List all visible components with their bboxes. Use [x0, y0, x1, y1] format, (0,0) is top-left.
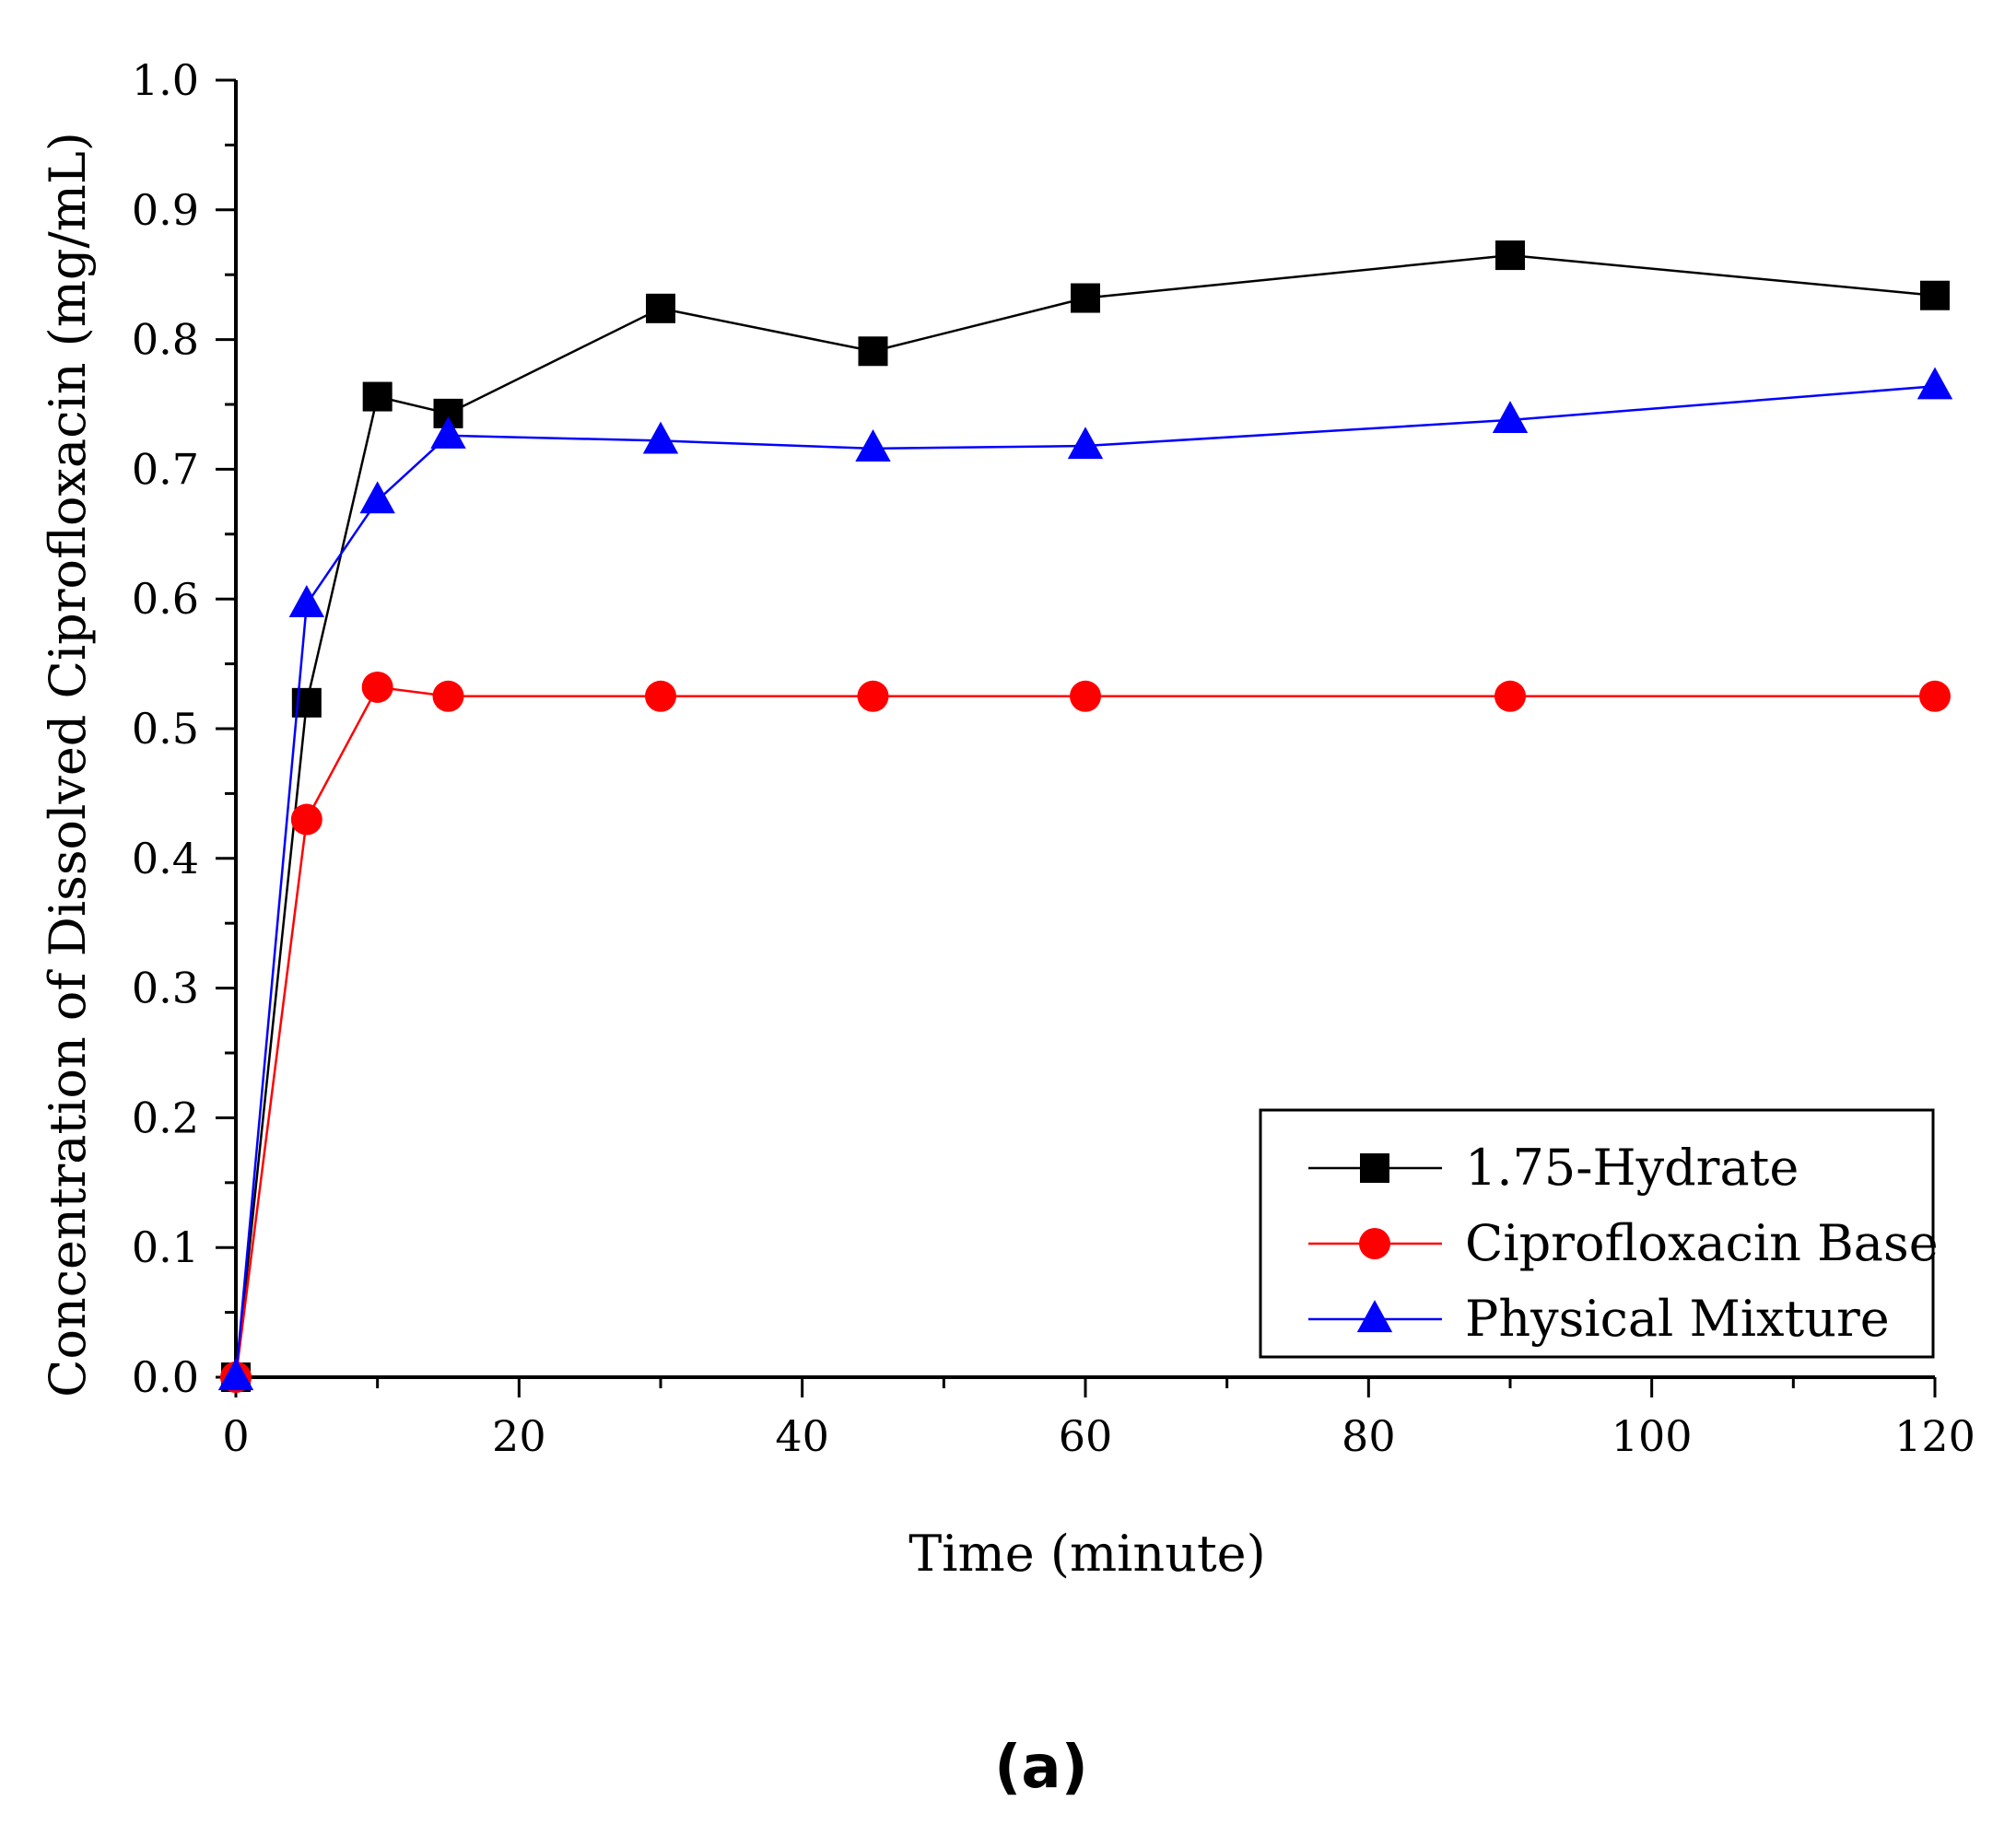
axes: 0.0 0.1 0.2 0.3 0.4 0.5 0.6 0.7 0.8 0.9 1.0 0 20 40 60… [132, 55, 1975, 1461]
data-point [1494, 680, 1526, 712]
data-point [1916, 367, 1953, 400]
data-point [1919, 680, 1951, 712]
x-tick-label: 100 [1612, 1411, 1693, 1461]
x-axis-title: Time (minute) [908, 1525, 1265, 1583]
y-tick-label: 0.4 [132, 834, 199, 883]
x-tick-label: 60 [1059, 1411, 1113, 1461]
data-point [1070, 680, 1101, 712]
data-point [432, 680, 464, 712]
legend-marker [1360, 1153, 1389, 1183]
data-point [645, 680, 676, 712]
x-tick-label: 20 [492, 1411, 546, 1461]
legend-marker [1359, 1228, 1390, 1259]
data-point [359, 481, 395, 514]
y-tick-label: 0.3 [132, 964, 199, 1013]
legend: 1.75-Hydrate Ciprofloxacin Base Physical M… [1259, 1108, 1939, 1359]
y-tick-label: 0.0 [132, 1352, 199, 1402]
y-tick-label: 0.6 [132, 574, 199, 624]
y-tick-label: 0.5 [132, 704, 199, 754]
y-tick-label: 0.7 [132, 444, 199, 494]
legend-marker [1356, 1300, 1393, 1333]
data-point [290, 803, 322, 836]
data-point [430, 415, 466, 449]
y-tick-label: 0.8 [132, 315, 199, 365]
panel-label: (a) [994, 1734, 1088, 1802]
y-tick-label: 0.1 [132, 1222, 199, 1272]
x-tick-label: 40 [775, 1411, 829, 1461]
x-tick-label: 120 [1894, 1411, 1975, 1461]
data-point [1492, 401, 1529, 434]
data-point [642, 421, 679, 454]
legend-entry: 1.75-Hydrate [1308, 1139, 1799, 1197]
data-point [361, 671, 393, 703]
y-tick-label: 0.2 [132, 1093, 199, 1142]
y-axis-title: Concentration of Dissolved Ciprofloxacin… [39, 132, 97, 1397]
data-point [858, 336, 888, 367]
data-point [217, 1358, 254, 1391]
series-physical-mixture [217, 367, 1953, 1391]
series-layer [217, 240, 1953, 1393]
data-point [362, 381, 393, 412]
data-point [288, 585, 325, 617]
y-tick-label: 0.9 [132, 185, 199, 235]
data-point [1920, 280, 1950, 310]
legend-entry: Physical Mixture [1308, 1290, 1890, 1348]
data-point [857, 680, 889, 712]
legend-entry: Ciprofloxacin Base [1308, 1214, 1939, 1272]
legend-label: 1.75-Hydrate [1465, 1139, 1799, 1197]
legend-label: Physical Mixture [1465, 1290, 1890, 1348]
data-point [1071, 283, 1100, 313]
x-tick-label: 0 [222, 1411, 249, 1461]
data-point [646, 293, 675, 323]
data-point [1495, 240, 1525, 271]
x-tick-label: 80 [1342, 1411, 1396, 1461]
legend-label: Ciprofloxacin Base [1465, 1214, 1939, 1272]
data-point [855, 429, 891, 462]
data-point [1067, 427, 1104, 460]
y-tick-label: 1.0 [132, 55, 199, 105]
